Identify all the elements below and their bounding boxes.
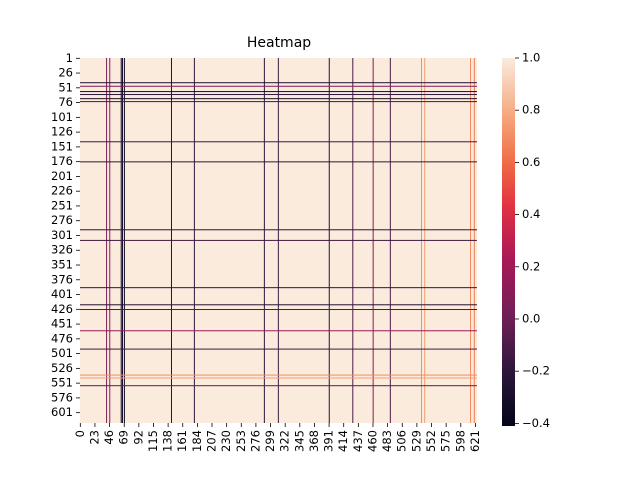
row-line (80, 374, 477, 376)
row-line (80, 94, 477, 96)
x-tick-label: 138 (161, 430, 175, 452)
colorbar-tick-label: 0.2 (522, 259, 540, 273)
x-tick-label: 529 (409, 430, 423, 452)
row-line (80, 85, 477, 87)
x-tick-label: 46 (102, 430, 116, 445)
y-tick-label: 101 (51, 110, 73, 124)
x-tick-label: 253 (234, 430, 248, 452)
colorbar-tick-label: 0.6 (522, 155, 540, 169)
row-line (80, 385, 477, 387)
y-tick-label: 526 (51, 361, 73, 375)
y-tick-label: 401 (51, 287, 73, 301)
colorbar-tick-label: −0.2 (522, 364, 550, 378)
y-tick-label: 351 (51, 258, 73, 272)
y-tick-label: 601 (51, 405, 73, 419)
x-tick-label: 345 (292, 430, 306, 452)
y-tick-label: 1 (66, 51, 73, 65)
x-tick-label: 207 (205, 430, 219, 452)
x-tick-label: 276 (248, 430, 262, 452)
row-line (80, 82, 477, 84)
x-tick-label: 161 (175, 430, 189, 452)
x-tick-label: 299 (263, 430, 277, 452)
row-line (80, 141, 477, 143)
x-tick-label: 483 (380, 430, 394, 452)
row-line (80, 377, 477, 379)
colorbar-tick-label: −0.4 (522, 416, 550, 430)
y-tick-label: 226 (51, 184, 73, 198)
y-tick-label: 451 (51, 317, 73, 331)
row-line (80, 287, 477, 289)
x-tick-label: 184 (190, 430, 204, 452)
y-tick-label: 76 (58, 95, 73, 109)
x-tick-label: 506 (395, 430, 409, 452)
y-tick-label: 476 (51, 331, 73, 345)
colorbar-tick-label: 0.0 (522, 311, 540, 325)
colorbar-tick-label: 1.0 (522, 51, 540, 65)
y-tick-label: 576 (51, 390, 73, 404)
y-tick-label: 276 (51, 213, 73, 227)
y-tick-label: 176 (51, 154, 73, 168)
x-tick-label: 414 (336, 430, 350, 452)
y-tick-label: 426 (51, 302, 73, 316)
heatmap-area (80, 58, 477, 423)
x-tick-label: 0 (73, 430, 87, 437)
colorbar-tick-label: 0.8 (522, 103, 540, 117)
x-tick-label: 437 (351, 430, 365, 452)
x-tick-label: 92 (131, 430, 145, 445)
row-line (80, 239, 477, 241)
row-line (80, 229, 477, 231)
x-tick-label: 460 (365, 430, 379, 452)
y-tick-label: 201 (51, 169, 73, 183)
x-tick-label: 322 (278, 430, 292, 452)
colorbar (502, 58, 515, 426)
y-tick-label: 51 (58, 80, 73, 94)
row-line (80, 348, 477, 350)
chart-title: Heatmap (247, 35, 311, 51)
y-tick-label: 126 (51, 125, 73, 139)
y-tick-label: 26 (58, 66, 73, 80)
x-tick-label: 391 (322, 430, 336, 452)
y-tick-label: 551 (51, 376, 73, 390)
row-line (80, 91, 477, 93)
y-tick-label: 151 (51, 139, 73, 153)
y-tick-label: 376 (51, 272, 73, 286)
y-tick-label: 326 (51, 243, 73, 257)
row-line (80, 330, 477, 332)
x-tick-label: 621 (468, 430, 482, 452)
x-tick-label: 552 (424, 430, 438, 452)
x-tick-label: 575 (439, 430, 453, 452)
y-tick-label: 301 (51, 228, 73, 242)
row-line (80, 161, 477, 163)
y-tick-label: 251 (51, 198, 73, 212)
row-line (80, 304, 477, 306)
row-line (80, 309, 477, 311)
row-line (80, 98, 477, 100)
x-tick-label: 23 (87, 430, 101, 445)
x-tick-label: 230 (219, 430, 233, 452)
colorbar-tick-label: 0.4 (522, 207, 540, 221)
x-tick-label: 69 (117, 430, 131, 445)
x-tick-label: 598 (453, 430, 467, 452)
x-tick-label: 368 (307, 430, 321, 452)
row-line (80, 101, 477, 103)
y-tick-label: 501 (51, 346, 73, 360)
x-tick-label: 115 (146, 430, 160, 452)
